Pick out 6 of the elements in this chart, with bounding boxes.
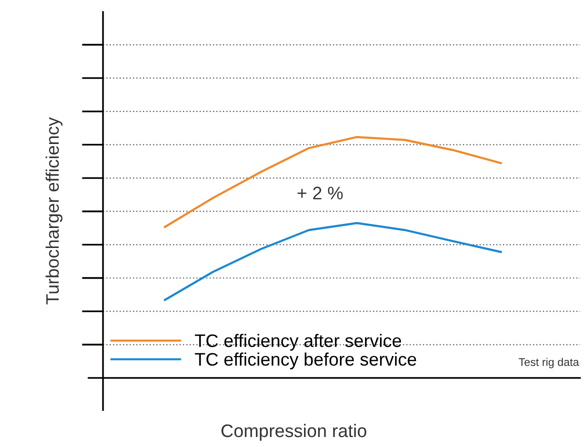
annotation: + 2 % [298,186,343,200]
legend-label: TC efficiency after service [194,334,402,351]
annotation: Test rig data [518,358,580,368]
y-axis-title: Turbocharger efficiency [46,117,62,304]
x-axis-title: Compression ratio [221,424,366,441]
legend-label: TC efficiency before service [194,352,416,370]
